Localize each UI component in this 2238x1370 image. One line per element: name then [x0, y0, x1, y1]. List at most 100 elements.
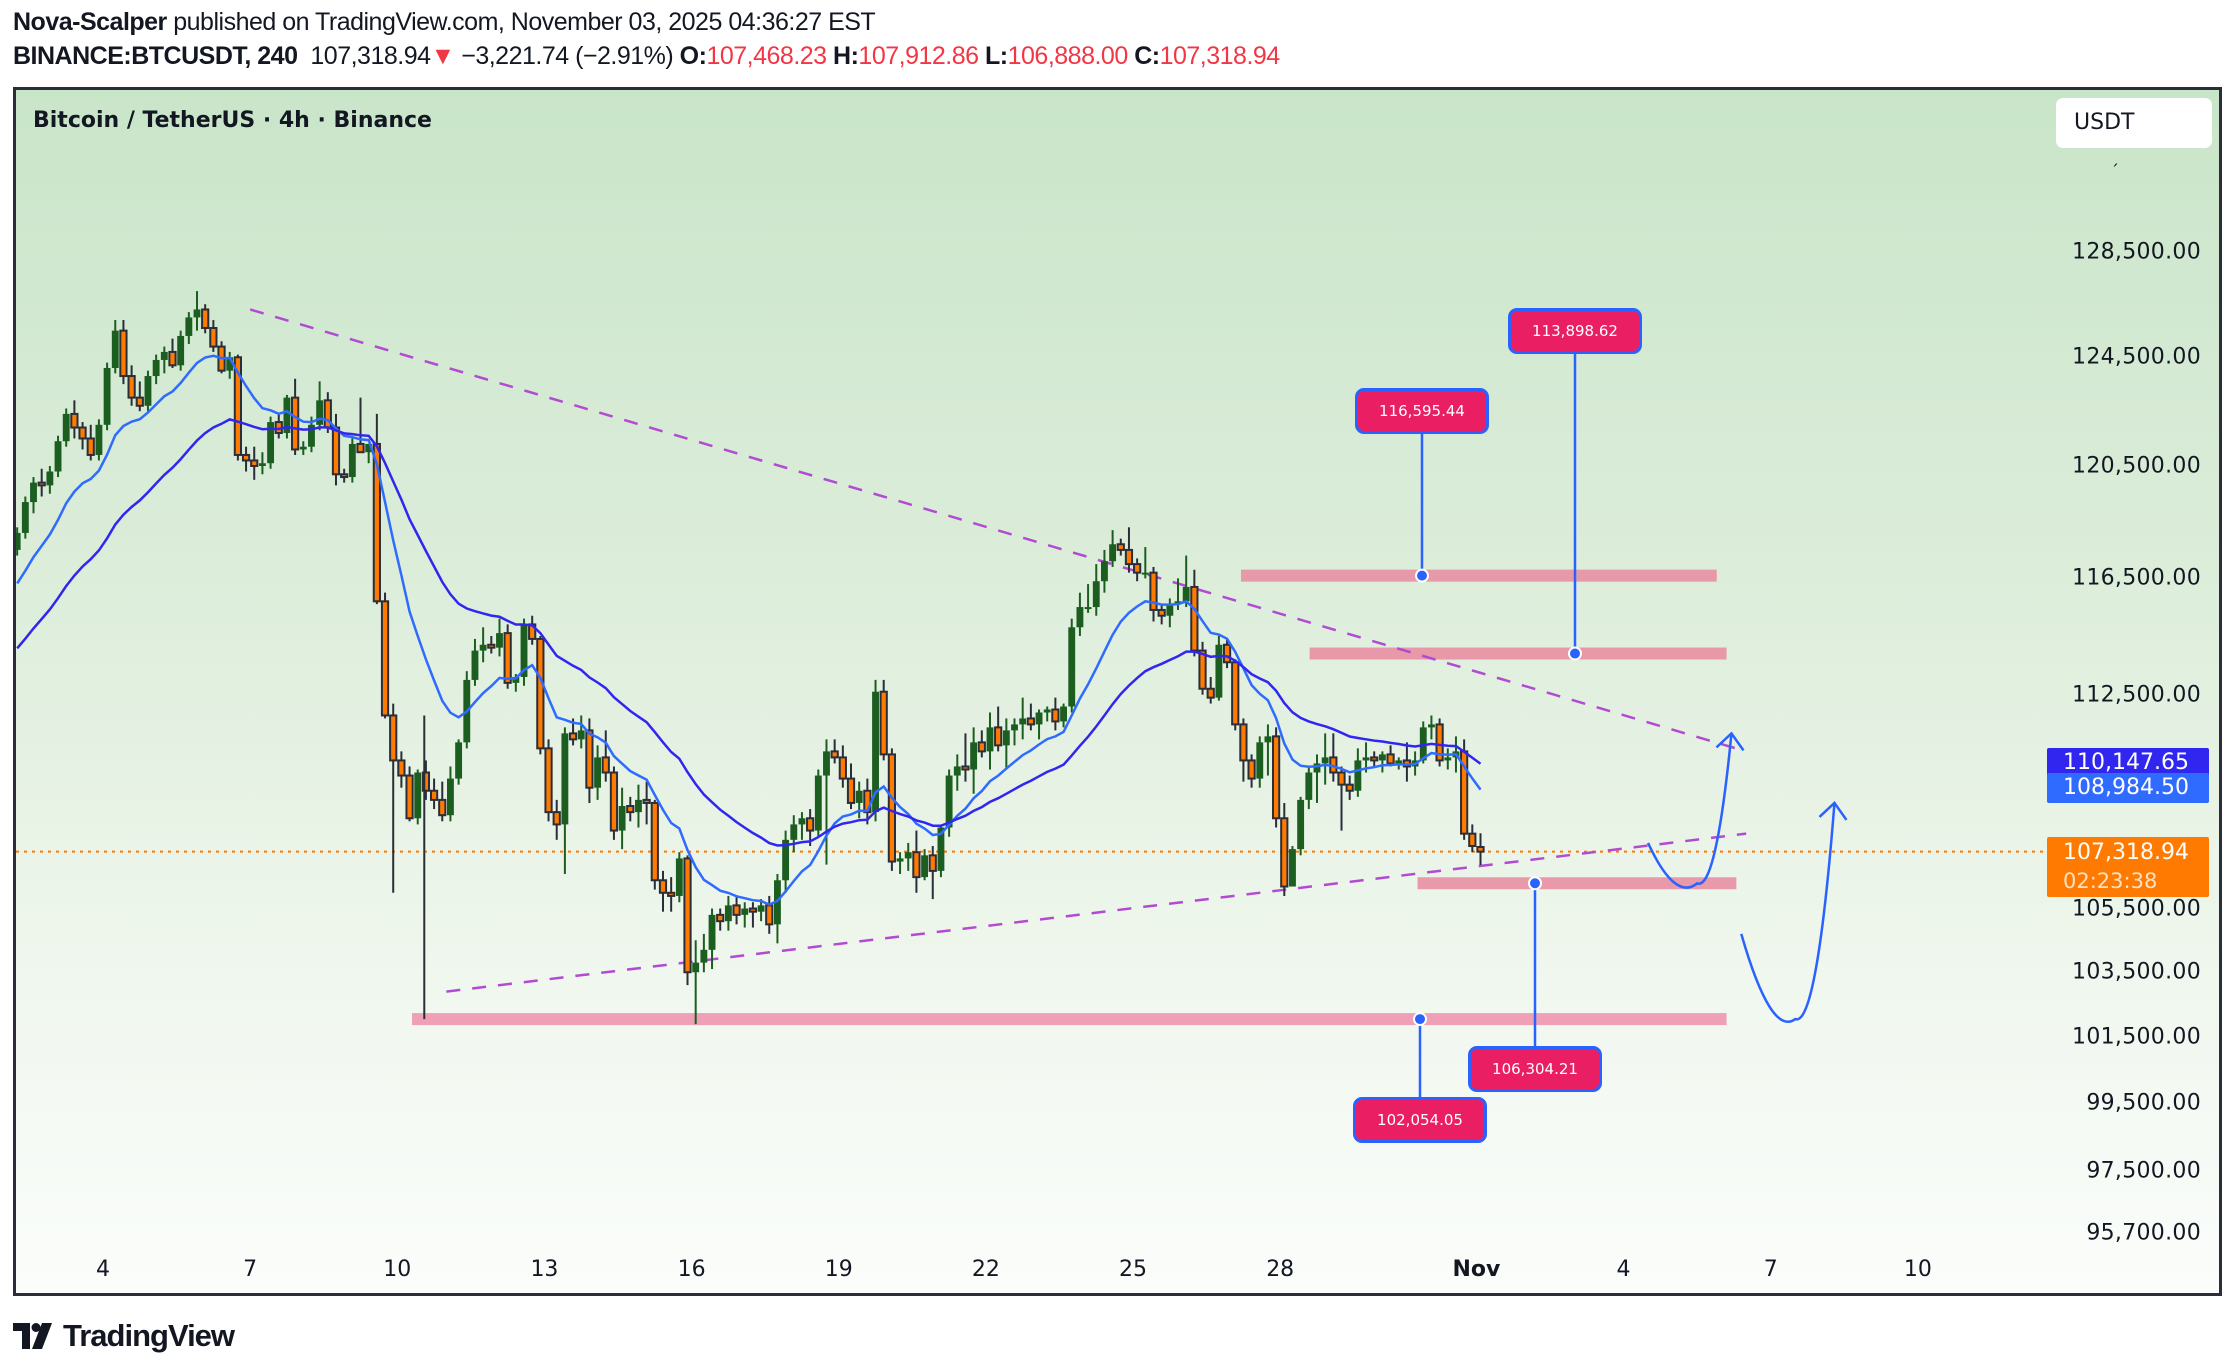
candle[interactable] — [103, 362, 111, 431]
candle[interactable] — [921, 849, 929, 881]
candle[interactable] — [1002, 718, 1010, 770]
ma-slow-line[interactable] — [16, 418, 1482, 847]
price-callout[interactable]: 102,054.05 — [1353, 1097, 1487, 1143]
candle[interactable] — [135, 381, 144, 412]
candle[interactable] — [54, 435, 62, 478]
candle[interactable] — [421, 760, 431, 800]
candle[interactable] — [1428, 715, 1435, 740]
candle[interactable] — [177, 330, 185, 371]
candle[interactable] — [1198, 641, 1207, 695]
candle[interactable] — [774, 874, 781, 944]
candle[interactable] — [258, 452, 266, 475]
candle[interactable] — [1222, 638, 1232, 669]
projection-arrow[interactable] — [1740, 802, 1836, 1023]
candle[interactable] — [642, 781, 651, 825]
candle[interactable] — [716, 908, 725, 931]
candle[interactable] — [1141, 547, 1149, 579]
candle[interactable] — [683, 855, 692, 986]
candle[interactable] — [1084, 584, 1092, 613]
candle[interactable] — [1247, 754, 1256, 788]
candle[interactable] — [896, 852, 904, 875]
candle[interactable] — [1026, 703, 1035, 731]
candle[interactable] — [1402, 742, 1412, 782]
candle[interactable] — [855, 781, 863, 819]
candle[interactable] — [1354, 748, 1362, 797]
anchor-point-icon[interactable] — [1568, 646, 1582, 661]
candle[interactable] — [152, 354, 160, 385]
candle[interactable] — [879, 679, 888, 761]
candle[interactable] — [1370, 751, 1379, 767]
candle[interactable] — [316, 381, 324, 431]
candle[interactable] — [397, 751, 406, 788]
support-resistance-zone[interactable] — [1309, 647, 1727, 660]
candle[interactable] — [30, 477, 37, 514]
candle[interactable] — [1297, 796, 1305, 856]
candle[interactable] — [299, 441, 307, 455]
candle[interactable] — [626, 796, 635, 822]
candle[interactable] — [1133, 558, 1142, 582]
candle[interactable] — [635, 784, 642, 828]
tradingview-logo[interactable]: TradingView — [13, 1318, 235, 1354]
trendline[interactable] — [446, 832, 1747, 993]
candle[interactable] — [365, 443, 373, 464]
candle[interactable] — [1435, 718, 1444, 767]
candle[interactable] — [283, 394, 291, 439]
candle[interactable] — [21, 496, 29, 539]
candle[interactable] — [953, 754, 961, 791]
candle[interactable] — [405, 766, 414, 822]
candle[interactable] — [119, 320, 128, 385]
candle[interactable] — [1468, 824, 1477, 853]
candle[interactable] — [748, 902, 758, 928]
candle[interactable] — [700, 933, 708, 973]
candle[interactable] — [887, 748, 896, 871]
candle[interactable] — [267, 416, 275, 469]
candle[interactable] — [1386, 745, 1395, 767]
candle[interactable] — [912, 830, 921, 893]
candle[interactable] — [471, 638, 479, 686]
anchor-point-icon[interactable] — [1415, 568, 1429, 583]
candle[interactable] — [389, 703, 398, 893]
candle[interactable] — [193, 291, 201, 331]
price-callout[interactable]: 113,898.62 — [1508, 308, 1642, 354]
candle[interactable] — [692, 940, 700, 1025]
candle[interactable] — [814, 769, 822, 837]
candle[interactable] — [536, 636, 545, 755]
candle[interactable] — [544, 739, 553, 822]
candle[interactable] — [872, 679, 879, 822]
candle[interactable] — [977, 730, 986, 758]
candle[interactable] — [111, 320, 119, 374]
candle[interactable] — [487, 636, 496, 654]
price-callout[interactable]: 106,304.21 — [1468, 1046, 1602, 1092]
candle[interactable] — [1289, 846, 1296, 887]
candle[interactable] — [380, 592, 390, 719]
candle[interactable] — [62, 408, 70, 447]
candle[interactable] — [1337, 766, 1346, 831]
candle[interactable] — [496, 618, 503, 657]
candle[interactable] — [650, 799, 659, 890]
author-name[interactable]: Nova-Scalper — [13, 8, 167, 36]
candle[interactable] — [520, 618, 528, 686]
projection-arrow[interactable] — [1646, 733, 1733, 889]
candle[interactable] — [928, 846, 937, 900]
candle[interactable] — [438, 781, 447, 822]
candle[interactable] — [1239, 718, 1248, 782]
price-plot[interactable] — [16, 90, 2222, 1296]
chart-pane[interactable]: Bitcoin / TetherUS · 4h · Binance USDT 1… — [13, 87, 2222, 1296]
candle[interactable] — [1444, 748, 1452, 770]
ma-fast-line[interactable] — [16, 354, 1482, 906]
candle[interactable] — [1060, 703, 1067, 728]
candle[interactable] — [1068, 618, 1076, 713]
candle[interactable] — [16, 527, 21, 556]
candle[interactable] — [1280, 802, 1289, 896]
candle[interactable] — [340, 468, 349, 483]
candle[interactable] — [1035, 709, 1043, 740]
candle[interactable] — [1043, 706, 1051, 722]
candle[interactable] — [618, 787, 626, 850]
candle[interactable] — [70, 400, 79, 439]
candle[interactable] — [961, 733, 970, 782]
candle[interactable] — [1256, 736, 1264, 788]
candle[interactable] — [1149, 566, 1158, 622]
candle[interactable] — [724, 895, 732, 931]
candle[interactable] — [994, 706, 1003, 752]
candle[interactable] — [479, 627, 487, 663]
